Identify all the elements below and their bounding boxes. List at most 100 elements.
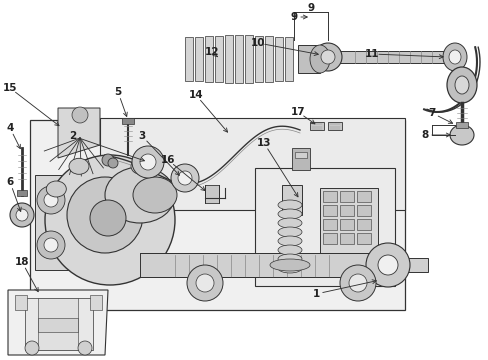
Ellipse shape	[44, 193, 58, 207]
Bar	[455, 122, 467, 128]
Ellipse shape	[278, 263, 302, 273]
Bar	[122, 118, 134, 124]
Ellipse shape	[446, 67, 476, 103]
Ellipse shape	[46, 181, 66, 197]
Ellipse shape	[365, 243, 409, 287]
Ellipse shape	[449, 125, 473, 145]
Bar	[339, 219, 353, 230]
Ellipse shape	[278, 245, 302, 255]
Ellipse shape	[313, 43, 341, 71]
Ellipse shape	[186, 265, 223, 301]
Ellipse shape	[72, 107, 88, 123]
Ellipse shape	[178, 171, 192, 185]
Bar	[323, 233, 336, 244]
Polygon shape	[35, 175, 68, 270]
Ellipse shape	[133, 177, 177, 213]
Bar	[356, 233, 370, 244]
Ellipse shape	[37, 186, 65, 214]
Ellipse shape	[25, 341, 39, 355]
Bar	[323, 205, 336, 216]
Ellipse shape	[108, 158, 118, 168]
Bar	[356, 219, 370, 230]
Text: 17: 17	[290, 107, 305, 117]
Bar	[184, 37, 193, 81]
Text: 11: 11	[364, 49, 379, 59]
Ellipse shape	[44, 238, 58, 252]
Ellipse shape	[140, 154, 156, 170]
Ellipse shape	[278, 200, 302, 210]
Ellipse shape	[69, 158, 89, 174]
Bar	[25, 298, 93, 350]
Ellipse shape	[10, 203, 34, 227]
Ellipse shape	[45, 155, 175, 285]
Ellipse shape	[454, 76, 468, 94]
Ellipse shape	[309, 45, 329, 73]
Bar	[204, 185, 219, 203]
Ellipse shape	[131, 158, 151, 174]
Ellipse shape	[442, 43, 466, 71]
Bar	[285, 37, 292, 81]
Text: 8: 8	[421, 130, 428, 140]
Bar	[100, 118, 404, 210]
Text: 16: 16	[161, 155, 175, 165]
Ellipse shape	[278, 218, 302, 228]
Bar	[215, 36, 223, 82]
Bar	[282, 185, 302, 215]
Ellipse shape	[320, 50, 334, 64]
Bar	[204, 36, 213, 82]
Ellipse shape	[278, 227, 302, 237]
Ellipse shape	[153, 181, 173, 197]
Bar	[254, 168, 394, 286]
Ellipse shape	[377, 255, 397, 275]
Bar	[264, 36, 272, 82]
Text: 15: 15	[3, 83, 17, 93]
Ellipse shape	[16, 209, 28, 221]
Bar	[235, 35, 243, 83]
Text: 10: 10	[250, 38, 264, 48]
Bar	[90, 295, 102, 310]
Bar	[339, 191, 353, 202]
Bar	[319, 188, 377, 253]
Text: 13: 13	[256, 138, 271, 148]
Bar	[17, 190, 27, 196]
Bar	[140, 253, 387, 277]
Bar	[195, 37, 203, 81]
Text: 18: 18	[15, 257, 29, 267]
Bar	[356, 191, 370, 202]
Text: 14: 14	[188, 90, 203, 100]
Ellipse shape	[171, 164, 199, 192]
Bar	[297, 45, 319, 73]
Bar	[15, 295, 27, 310]
Text: 3: 3	[138, 131, 145, 141]
Bar	[294, 152, 306, 158]
Polygon shape	[30, 120, 404, 310]
Bar	[323, 219, 336, 230]
Bar	[224, 35, 232, 82]
Ellipse shape	[78, 341, 92, 355]
Text: 2: 2	[69, 131, 77, 141]
Ellipse shape	[278, 209, 302, 219]
Text: 12: 12	[204, 47, 219, 57]
Bar	[38, 298, 78, 350]
Bar	[38, 318, 78, 332]
Bar	[244, 35, 252, 82]
Ellipse shape	[90, 200, 126, 236]
Text: 7: 7	[427, 108, 435, 118]
Bar	[327, 122, 341, 130]
Ellipse shape	[348, 274, 366, 292]
Ellipse shape	[339, 265, 375, 301]
Polygon shape	[58, 108, 100, 158]
Bar	[339, 233, 353, 244]
Ellipse shape	[67, 177, 142, 253]
Ellipse shape	[196, 274, 214, 292]
Ellipse shape	[269, 259, 309, 271]
Ellipse shape	[132, 146, 163, 178]
Bar	[254, 36, 263, 82]
Ellipse shape	[37, 231, 65, 259]
Ellipse shape	[105, 167, 175, 223]
Bar	[387, 258, 427, 272]
Bar	[339, 205, 353, 216]
Bar	[327, 51, 447, 63]
Text: 5: 5	[114, 87, 122, 97]
Bar	[309, 122, 324, 130]
